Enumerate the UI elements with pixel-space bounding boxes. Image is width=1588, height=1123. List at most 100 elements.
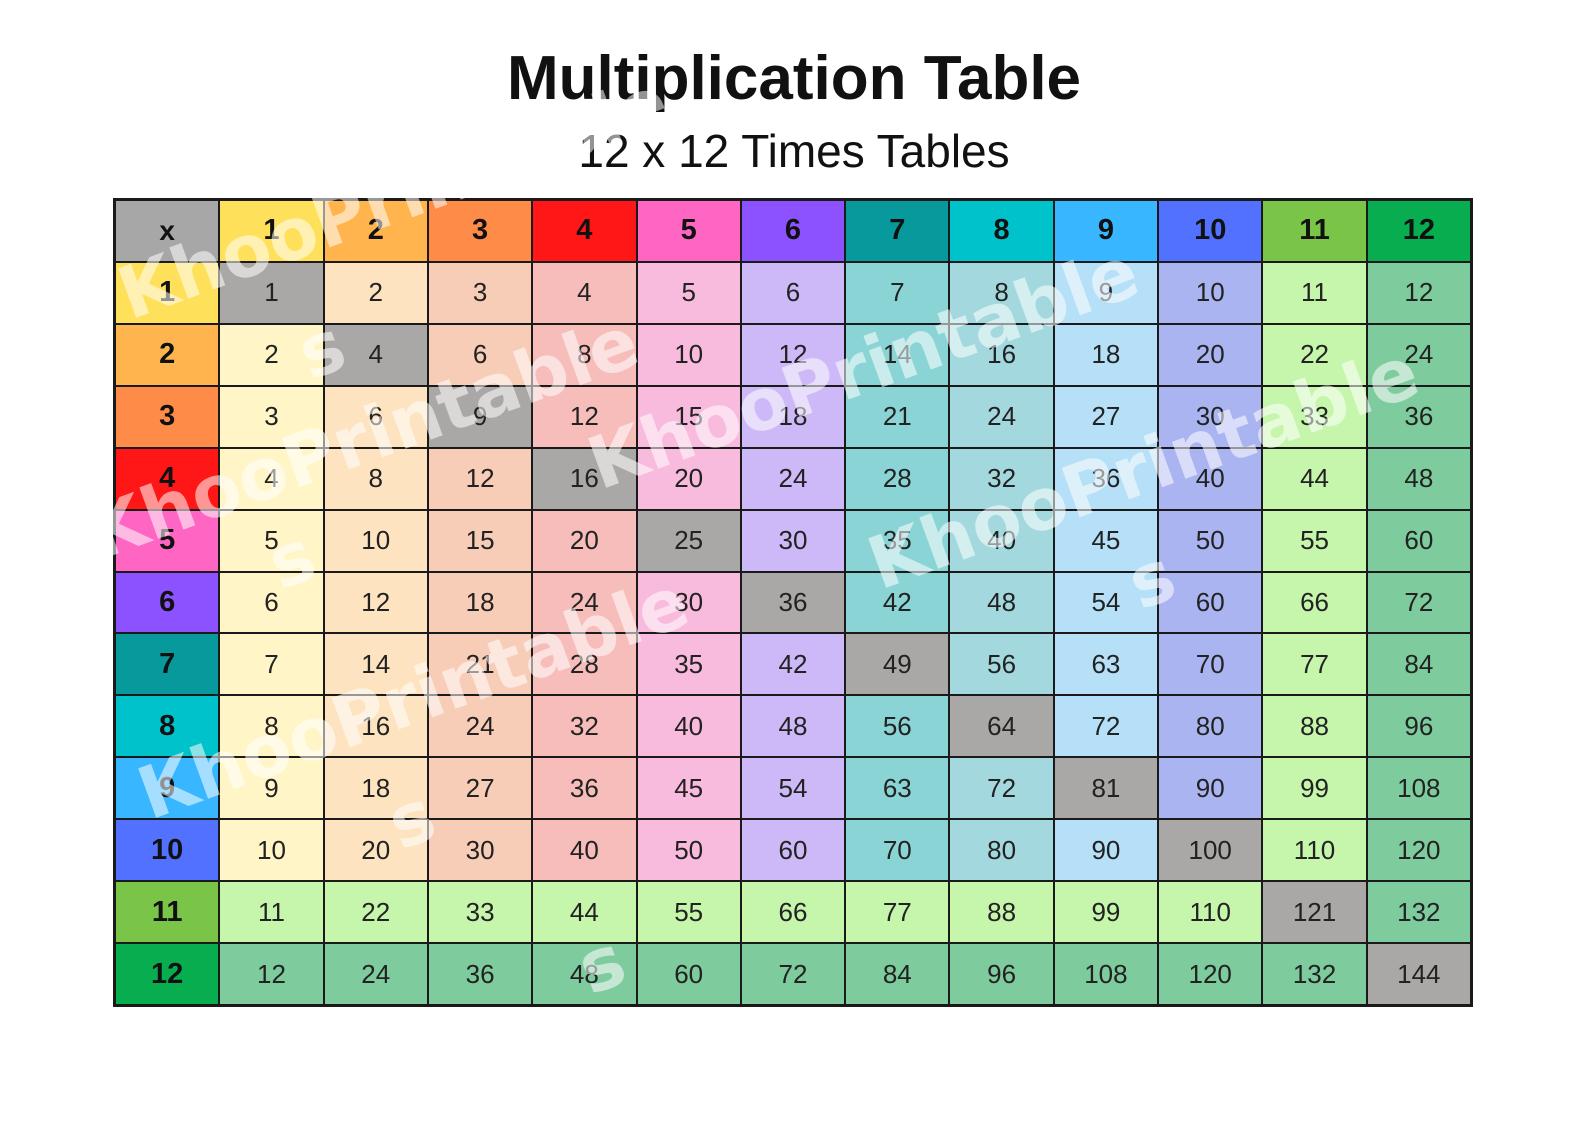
- product-cell: 27: [428, 758, 532, 819]
- product-cell: 4: [220, 448, 323, 509]
- product-cell: 50: [1159, 510, 1262, 571]
- product-cell: 24: [1367, 324, 1470, 385]
- product-cell: 8: [950, 262, 1053, 323]
- multiplication-grid: x 1 2 3 4 5 6 7 8 9 10 11 12 1 1 2 3 4 5 6 7 8 9 10 11 12 2 2 4 6 8 10 1…: [113, 198, 1473, 1007]
- product-cell: 20: [324, 820, 427, 881]
- column-header-5: 5: [637, 201, 740, 261]
- row-header-7: 7: [116, 634, 219, 695]
- product-cell: 42: [846, 572, 949, 633]
- product-cell: 96: [950, 944, 1053, 1004]
- product-cell: 70: [1159, 634, 1262, 695]
- product-cell: 20: [1159, 324, 1262, 385]
- product-cell: 108: [1367, 758, 1470, 819]
- product-cell: 45: [1054, 510, 1158, 571]
- row-header-12: 12: [116, 944, 219, 1004]
- product-cell: 40: [1159, 448, 1262, 509]
- product-cell: 60: [1159, 572, 1262, 633]
- product-cell: 27: [1054, 386, 1158, 447]
- product-cell: 12: [1367, 262, 1470, 323]
- product-cell: 88: [1263, 696, 1366, 757]
- product-cell: 15: [428, 510, 532, 571]
- product-cell: 80: [1159, 696, 1262, 757]
- product-cell: 6: [324, 386, 427, 447]
- product-cell: 16: [533, 448, 636, 509]
- product-cell: 84: [1367, 634, 1470, 695]
- product-cell: 30: [741, 510, 845, 571]
- product-cell: 9: [428, 386, 532, 447]
- product-cell: 32: [950, 448, 1053, 509]
- row-header-8: 8: [116, 696, 219, 757]
- product-cell: 36: [533, 758, 636, 819]
- product-cell: 16: [950, 324, 1053, 385]
- column-header-1: 1: [220, 201, 323, 261]
- product-cell: 100: [1159, 820, 1262, 881]
- product-cell: 8: [220, 696, 323, 757]
- product-cell: 70: [846, 820, 949, 881]
- product-cell: 11: [220, 882, 323, 943]
- product-cell: 80: [950, 820, 1053, 881]
- product-cell: 120: [1367, 820, 1470, 881]
- product-cell: 48: [533, 944, 636, 1004]
- product-cell: 88: [950, 882, 1053, 943]
- product-cell: 12: [741, 324, 845, 385]
- product-cell: 36: [1367, 386, 1470, 447]
- product-cell: 66: [1263, 572, 1366, 633]
- column-header-9: 9: [1054, 201, 1158, 261]
- product-cell: 32: [533, 696, 636, 757]
- product-cell: 63: [1054, 634, 1158, 695]
- product-cell: 99: [1263, 758, 1366, 819]
- product-cell: 96: [1367, 696, 1470, 757]
- product-cell: 14: [846, 324, 949, 385]
- row-header-10: 10: [116, 820, 219, 881]
- product-cell: 24: [533, 572, 636, 633]
- product-cell: 8: [324, 448, 427, 509]
- product-cell: 144: [1367, 944, 1470, 1004]
- product-cell: 7: [220, 634, 323, 695]
- product-cell: 12: [428, 448, 532, 509]
- product-cell: 6: [220, 572, 323, 633]
- product-cell: 3: [220, 386, 323, 447]
- product-cell: 4: [533, 262, 636, 323]
- product-cell: 120: [1159, 944, 1262, 1004]
- product-cell: 60: [1367, 510, 1470, 571]
- column-header-3: 3: [428, 201, 532, 261]
- product-cell: 108: [1054, 944, 1158, 1004]
- product-cell: 42: [741, 634, 845, 695]
- product-cell: 9: [220, 758, 323, 819]
- product-cell: 12: [533, 386, 636, 447]
- product-cell: 1: [220, 262, 323, 323]
- product-cell: 81: [1054, 758, 1158, 819]
- product-cell: 64: [950, 696, 1053, 757]
- product-cell: 66: [741, 882, 845, 943]
- product-cell: 6: [428, 324, 532, 385]
- column-header-12: 12: [1367, 201, 1470, 261]
- product-cell: 30: [1159, 386, 1262, 447]
- product-cell: 132: [1263, 944, 1366, 1004]
- product-cell: 132: [1367, 882, 1470, 943]
- column-header-2: 2: [324, 201, 427, 261]
- product-cell: 77: [846, 882, 949, 943]
- product-cell: 5: [220, 510, 323, 571]
- product-cell: 11: [1263, 262, 1366, 323]
- product-cell: 21: [428, 634, 532, 695]
- row-header-2: 2: [116, 324, 219, 385]
- row-header-3: 3: [116, 386, 219, 447]
- product-cell: 35: [637, 634, 740, 695]
- product-cell: 12: [324, 572, 427, 633]
- product-cell: 24: [428, 696, 532, 757]
- product-cell: 30: [428, 820, 532, 881]
- page-subtitle: 12 x 12 Times Tables: [578, 125, 1010, 177]
- product-cell: 110: [1263, 820, 1366, 881]
- product-cell: 84: [846, 944, 949, 1004]
- product-cell: 18: [324, 758, 427, 819]
- product-cell: 63: [846, 758, 949, 819]
- product-cell: 90: [1054, 820, 1158, 881]
- product-cell: 36: [1054, 448, 1158, 509]
- product-cell: 121: [1263, 882, 1366, 943]
- product-cell: 16: [324, 696, 427, 757]
- product-cell: 10: [324, 510, 427, 571]
- product-cell: 24: [741, 448, 845, 509]
- product-cell: 56: [950, 634, 1053, 695]
- product-cell: 25: [637, 510, 740, 571]
- product-cell: 50: [637, 820, 740, 881]
